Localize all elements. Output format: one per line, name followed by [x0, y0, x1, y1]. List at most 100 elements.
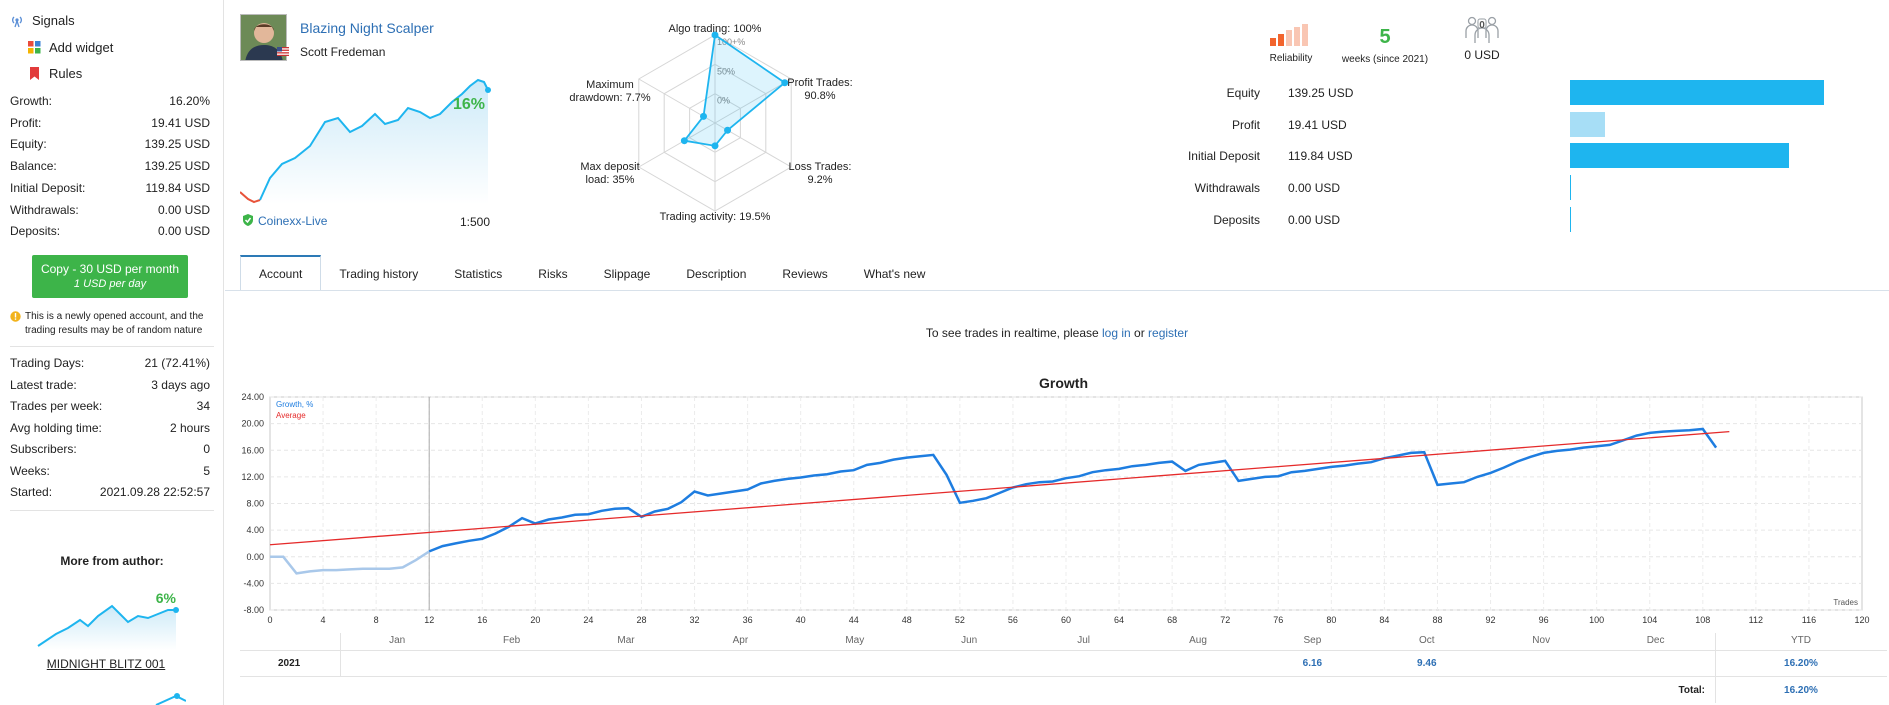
realtime-middle: or	[1130, 326, 1149, 340]
login-link[interactable]: log in	[1102, 326, 1131, 340]
stat-value: 34	[196, 399, 210, 413]
sidebar: Signals Add widget Rules Growth: 16.20% Pr…	[0, 0, 224, 705]
weeks-label: weeks (since 2021)	[1341, 54, 1429, 65]
reliability-widget[interactable]: Reliability	[1258, 24, 1318, 68]
x-tick-label: 76	[1273, 615, 1283, 625]
warning-icon	[10, 311, 21, 322]
month-header: Feb	[502, 635, 521, 646]
reliability-bars-icon	[1270, 24, 1308, 46]
month-header: Jul	[1077, 635, 1090, 646]
bar-value: 139.25 USD	[1288, 86, 1354, 100]
tab-reviews[interactable]: Reviews	[782, 267, 828, 281]
notice-text: This is a newly opened account, and the …	[25, 311, 204, 336]
author-signal-sparkline	[37, 604, 179, 650]
stat-label: Weeks:	[10, 463, 50, 478]
stat-label: Trading Days:	[10, 356, 85, 370]
register-link[interactable]: register	[1148, 326, 1189, 340]
nav-add-widget-label: Add widget	[49, 40, 114, 55]
ytd-header: YTD	[1791, 635, 1811, 646]
radar-label-algo: Algo trading: 100%	[668, 23, 762, 35]
radar-label-load-title: Max deposit	[580, 161, 640, 173]
column-divider	[340, 633, 341, 677]
radar-ring-label: 50%	[717, 66, 735, 76]
stat-label: Latest trade:	[10, 377, 77, 392]
tab-description[interactable]: Description	[686, 267, 747, 281]
main-content: Blazing Night Scalper Scott Fredeman 16%…	[225, 0, 1889, 705]
radar-label-loss-title: Loss Trades:	[788, 161, 852, 173]
divider	[10, 510, 214, 511]
x-tick-label: 64	[1114, 615, 1124, 625]
tab-trading-history[interactable]: Trading history	[339, 267, 419, 281]
x-tick-label: 116	[1802, 615, 1816, 625]
stat-row: Started: 2021.09.28 22:52:57	[10, 485, 210, 499]
radar-ring-label: 0%	[717, 96, 730, 106]
month-header: Nov	[1532, 635, 1551, 646]
y-tick-label: -4.00	[243, 578, 264, 588]
tab-account[interactable]: Account	[240, 255, 322, 291]
broker-name[interactable]: Coinexx-Live	[258, 214, 328, 228]
x-tick-label: 72	[1220, 615, 1230, 625]
month-header-row: Jan Feb Mar Apr May Jun Jul Aug Sep Oct Nov Dec YTD	[240, 633, 1887, 651]
stat-row: Equity: 139.25 USD	[10, 137, 210, 151]
radar-point	[711, 142, 719, 150]
stat-value: 119.84 USD	[145, 180, 210, 195]
stat-label: Started:	[10, 485, 53, 499]
radar-point	[711, 31, 719, 39]
ytd-value: 16.20%	[1784, 658, 1818, 669]
stat-value: 5	[203, 463, 210, 478]
leverage: 1:500	[460, 215, 491, 229]
tab-risks[interactable]: Risks	[538, 267, 568, 281]
more-from-author-title: More from author:	[60, 554, 164, 568]
stat-label: Equity:	[10, 137, 47, 152]
copy-button-daily: 1 USD per day	[73, 278, 147, 290]
signal-title[interactable]: Blazing Night Scalper	[300, 20, 434, 36]
y-tick-label: 20.00	[241, 419, 264, 429]
author-signal-card[interactable]: 6% MIDNIGHT BLITZ 001	[36, 584, 186, 674]
x-tick-label: 4	[321, 615, 326, 625]
tab-slippage[interactable]: Slippage	[603, 267, 651, 281]
nav-add-widget[interactable]: Add widget	[28, 40, 113, 55]
copy-subscribe-button[interactable]: Copy - 30 USD per month 1 USD per day	[32, 255, 188, 298]
stat-value: 3 days ago	[151, 377, 210, 392]
bar-fill	[1570, 143, 1789, 169]
y-tick-label: 0.00	[246, 552, 264, 562]
bar-fill	[1570, 206, 1571, 232]
subscribers-widget[interactable]: 0 0 USD	[1447, 14, 1517, 68]
avatar[interactable]	[240, 14, 287, 61]
bar-label: Equity	[1226, 86, 1260, 100]
legend-growth: Growth, %	[276, 400, 313, 409]
month-header: Mar	[617, 635, 635, 646]
growth-chart-title: Growth	[1039, 375, 1088, 391]
stat-label: Withdrawals:	[10, 202, 79, 217]
nav-rules[interactable]: Rules	[28, 66, 82, 81]
weeks-value: 5	[1379, 26, 1391, 48]
nav-signals[interactable]: Signals	[10, 13, 75, 28]
stat-row: Balance: 139.25 USD	[10, 159, 210, 173]
month-header: May	[845, 635, 865, 646]
author-name[interactable]: Scott Fredeman	[300, 45, 386, 59]
author-signal-name[interactable]: MIDNIGHT BLITZ 001	[46, 657, 166, 671]
reliability-label: Reliability	[1269, 53, 1313, 64]
tab-statistics[interactable]: Statistics	[454, 267, 503, 281]
radar-label-profit-value: 90.8%	[804, 90, 836, 102]
realtime-notice: To see trades in realtime, please log in…	[225, 326, 1889, 340]
radar-chart: 100+% 50% 0% Algo trading: 100% Profit Tra…	[545, 15, 885, 235]
x-tick-label: 28	[636, 615, 646, 625]
x-tick-label: 104	[1642, 615, 1657, 625]
month-return: 9.46	[1417, 658, 1437, 669]
stat-label: Subscribers:	[10, 442, 77, 456]
stat-row: Weeks: 5	[10, 464, 210, 478]
stat-label: Trades per week:	[10, 399, 103, 413]
radar-axis	[638, 122, 716, 168]
stat-value: 2021.09.28 22:52:57	[99, 485, 210, 499]
author-signal-growth: 6%	[155, 590, 176, 606]
x-tick-label: 100	[1589, 615, 1604, 625]
y-tick-label: 12.00	[241, 472, 264, 482]
nav-rules-label: Rules	[49, 66, 83, 81]
tab-what-s-new[interactable]: What's new	[863, 267, 926, 281]
bar-label: Profit	[1231, 117, 1260, 132]
radar-label-profit-title: Profit Trades:	[787, 77, 853, 89]
stat-value: 0	[203, 442, 210, 456]
x-tick-label: 32	[690, 615, 700, 625]
stat-row: Trades per week: 34	[10, 399, 210, 413]
